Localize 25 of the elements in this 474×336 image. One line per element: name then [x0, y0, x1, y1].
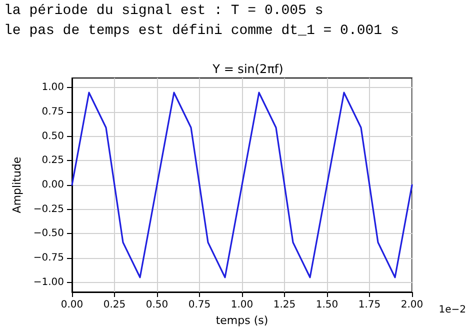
text: la période du signal est : T = 0.005 s [4, 3, 324, 19]
y-tick-label: −0.25 [33, 204, 64, 215]
y-tick-label: −0.50 [33, 228, 64, 240]
text: 1e−2 [438, 304, 466, 316]
y-tick-label: 0.25 [42, 155, 64, 166]
y-tick-label: 0.00 [42, 180, 64, 190]
chart-title: Y = sin(2πf) [212, 62, 284, 76]
x-tick-label: 1.50 [316, 300, 338, 310]
y-tick-label: 0.75 [42, 106, 64, 118]
x-tick-label: 1.25 [273, 300, 296, 310]
x-tick-label: 0.25 [103, 300, 126, 310]
x-tick-label: 1.00 [230, 300, 254, 310]
y-tick-label: −1.00 [33, 276, 64, 288]
x-tick-label: 0.50 [146, 300, 168, 310]
text: le pas de temps est défini comme dt_1 = 0.001 s [4, 23, 399, 39]
y-tick-label: 0.50 [42, 130, 64, 142]
y-tick-label: 1.00 [42, 82, 64, 94]
y-tick-label: −0.75 [33, 252, 64, 264]
x-tick-label: 1.75 [358, 300, 381, 310]
y-axis-title: Amplitude [10, 156, 24, 214]
x-tick-label: 0.00 [60, 300, 84, 310]
line-series [71, 92, 413, 278]
x-tick-label: 2.00 [400, 300, 424, 310]
x-tick-label: 0.75 [188, 300, 211, 310]
x-axis-title: temps (s) [216, 314, 268, 327]
